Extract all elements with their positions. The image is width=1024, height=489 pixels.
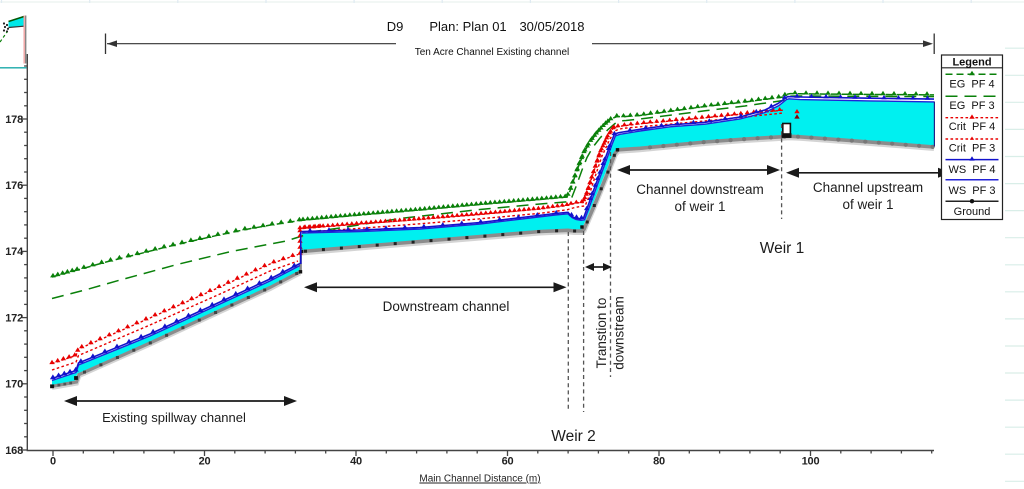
svg-text:of weir 1: of weir 1 — [674, 199, 725, 214]
svg-text:Crit PF 4: Crit PF 4 — [949, 121, 995, 133]
svg-text:WS PF 4: WS PF 4 — [948, 164, 995, 176]
svg-text:of weir 1: of weir 1 — [842, 197, 893, 212]
svg-text:172: 172 — [5, 312, 23, 324]
svg-text:30/05/2018: 30/05/2018 — [519, 19, 584, 34]
svg-text:Ground: Ground — [954, 206, 991, 218]
svg-text:Plan: Plan 01: Plan: Plan 01 — [429, 19, 506, 34]
svg-text:Existing spillway channel: Existing spillway channel — [102, 410, 246, 425]
svg-text:D9: D9 — [387, 19, 404, 34]
svg-text:WS PF 3: WS PF 3 — [948, 185, 995, 197]
svg-text:80: 80 — [653, 456, 665, 468]
svg-text:Legend: Legend — [952, 57, 991, 69]
svg-text:60: 60 — [502, 456, 514, 468]
svg-text:168: 168 — [5, 445, 23, 457]
svg-text:EG PF 4: EG PF 4 — [949, 78, 994, 90]
svg-text:Downstream channel: Downstream channel — [383, 299, 510, 314]
svg-text:Channel downstream: Channel downstream — [636, 182, 764, 197]
svg-text:Channel upstream: Channel upstream — [813, 180, 923, 195]
svg-text:Weir 2: Weir 2 — [551, 428, 596, 445]
svg-text:Main Channel Distance (m): Main Channel Distance (m) — [419, 474, 540, 485]
svg-text:downstream: downstream — [612, 296, 627, 370]
svg-text:0: 0 — [50, 456, 56, 468]
svg-text:100: 100 — [802, 456, 820, 468]
svg-text:176: 176 — [5, 180, 23, 192]
svg-text:170: 170 — [5, 379, 23, 391]
svg-text:Ten Acre Channel Existing chan: Ten Acre Channel Existing channel — [415, 47, 570, 58]
svg-text:Transtion to: Transtion to — [594, 298, 609, 369]
svg-text:Weir 1: Weir 1 — [760, 240, 805, 257]
svg-text:Crit PF 3: Crit PF 3 — [949, 143, 995, 155]
svg-text:20: 20 — [199, 456, 211, 468]
svg-text:40: 40 — [350, 456, 362, 468]
svg-text:EG PF 3: EG PF 3 — [949, 100, 994, 112]
svg-text:178: 178 — [5, 114, 23, 126]
svg-text:174: 174 — [5, 246, 24, 258]
